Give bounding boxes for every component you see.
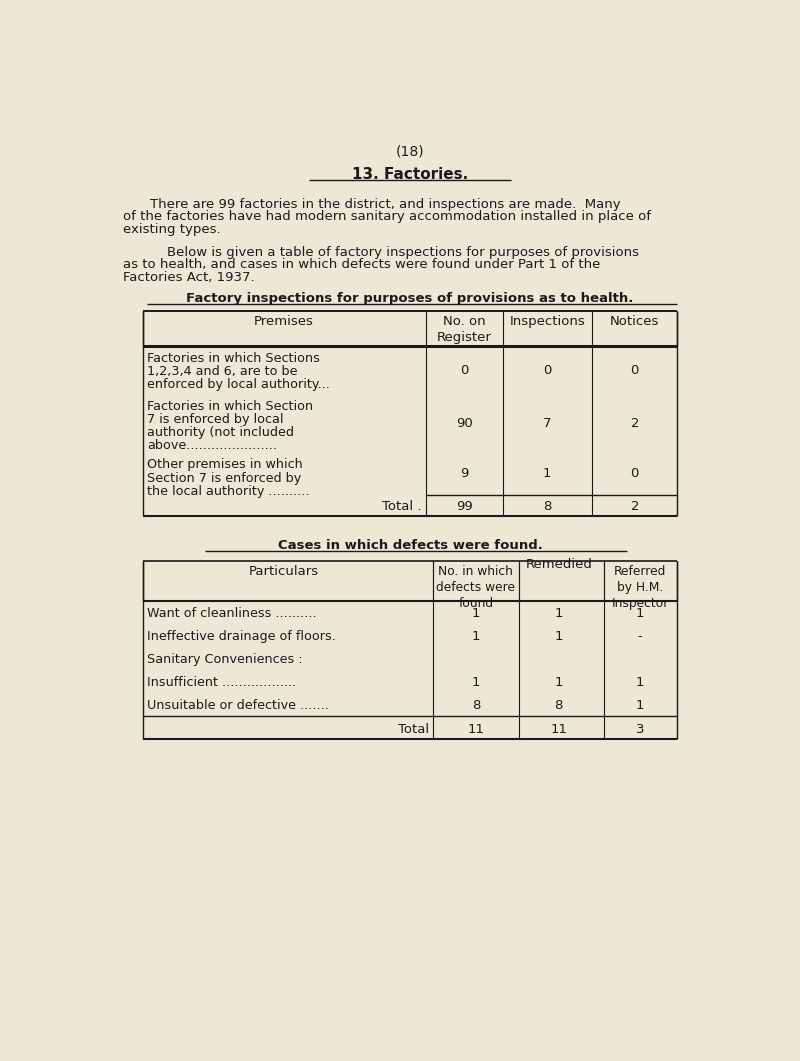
Text: 8: 8 — [472, 699, 480, 712]
Text: No. on
Register: No. on Register — [437, 315, 492, 344]
Text: enforced by local authority...: enforced by local authority... — [147, 379, 330, 392]
Text: 1: 1 — [472, 630, 480, 643]
Text: 1: 1 — [636, 699, 645, 712]
Text: 2: 2 — [630, 500, 639, 514]
Text: as to health, and cases in which defects were found under Part 1 of the: as to health, and cases in which defects… — [123, 258, 601, 272]
Text: 8: 8 — [554, 699, 563, 712]
Text: Sanitary Conveniences :: Sanitary Conveniences : — [147, 654, 303, 666]
Text: 11: 11 — [467, 723, 484, 735]
Text: Notices: Notices — [610, 315, 659, 328]
Text: Factories in which Section: Factories in which Section — [147, 400, 314, 413]
Text: Premises: Premises — [254, 315, 314, 328]
Text: Total .: Total . — [382, 500, 422, 514]
Text: Total: Total — [398, 723, 430, 735]
Text: Other premises in which: Other premises in which — [147, 458, 303, 471]
Text: Factories in which Sections: Factories in which Sections — [147, 352, 320, 365]
Text: Remedied: Remedied — [526, 558, 592, 571]
Text: 0: 0 — [543, 364, 551, 377]
Text: 1: 1 — [554, 630, 563, 643]
Text: (18): (18) — [396, 144, 424, 158]
Text: There are 99 factories in the district, and inspections are made.  Many: There are 99 factories in the district, … — [133, 198, 620, 211]
Text: Section 7 is enforced by: Section 7 is enforced by — [147, 471, 302, 485]
Text: 1: 1 — [472, 607, 480, 620]
Text: 3: 3 — [636, 723, 645, 735]
Text: 7 is enforced by local: 7 is enforced by local — [147, 413, 284, 425]
Text: 1: 1 — [636, 676, 645, 690]
Text: Referred
by H.M.
Inspector: Referred by H.M. Inspector — [611, 564, 669, 610]
Text: No. in which
defects were
found: No. in which defects were found — [436, 564, 515, 610]
Text: 13. Factories.: 13. Factories. — [352, 168, 468, 182]
Text: authority (not included: authority (not included — [147, 427, 294, 439]
Text: Cases in which defects were found.: Cases in which defects were found. — [278, 539, 542, 553]
Text: of the factories have had modern sanitary accommodation installed in place of: of the factories have had modern sanitar… — [123, 210, 651, 224]
Text: Factories Act, 1937.: Factories Act, 1937. — [123, 271, 255, 283]
Text: 0: 0 — [460, 364, 469, 377]
Text: Want of cleanliness ..........: Want of cleanliness .......... — [147, 607, 317, 620]
Text: existing types.: existing types. — [123, 223, 221, 236]
Text: Unsuitable or defective .......: Unsuitable or defective ....... — [147, 699, 329, 712]
Text: 99: 99 — [456, 500, 473, 514]
Text: 1: 1 — [636, 607, 645, 620]
Text: -: - — [638, 630, 642, 643]
Text: 8: 8 — [543, 500, 551, 514]
Text: Insufficient ..................: Insufficient .................. — [147, 676, 297, 690]
Text: 90: 90 — [456, 417, 473, 430]
Text: Particulars: Particulars — [249, 564, 318, 577]
Text: 1: 1 — [543, 467, 551, 481]
Text: 11: 11 — [550, 723, 567, 735]
Text: 2: 2 — [630, 417, 639, 430]
Text: 0: 0 — [630, 467, 639, 481]
Text: Inspections: Inspections — [510, 315, 585, 328]
Text: Below is given a table of factory inspections for purposes of provisions: Below is given a table of factory inspec… — [150, 246, 639, 259]
Text: 0: 0 — [630, 364, 639, 377]
Text: 9: 9 — [460, 467, 469, 481]
Text: 1: 1 — [554, 676, 563, 690]
Text: 1,2,3,4 and 6, are to be: 1,2,3,4 and 6, are to be — [147, 365, 298, 379]
Text: above......................: above...................... — [147, 439, 278, 452]
Text: Ineffective drainage of floors.: Ineffective drainage of floors. — [147, 630, 336, 643]
Text: 1: 1 — [472, 676, 480, 690]
Text: Factory inspections for purposes of provisions as to health.: Factory inspections for purposes of prov… — [186, 292, 634, 306]
Text: 7: 7 — [543, 417, 551, 430]
Text: 1: 1 — [554, 607, 563, 620]
Text: the local authority ..........: the local authority .......... — [147, 485, 310, 498]
